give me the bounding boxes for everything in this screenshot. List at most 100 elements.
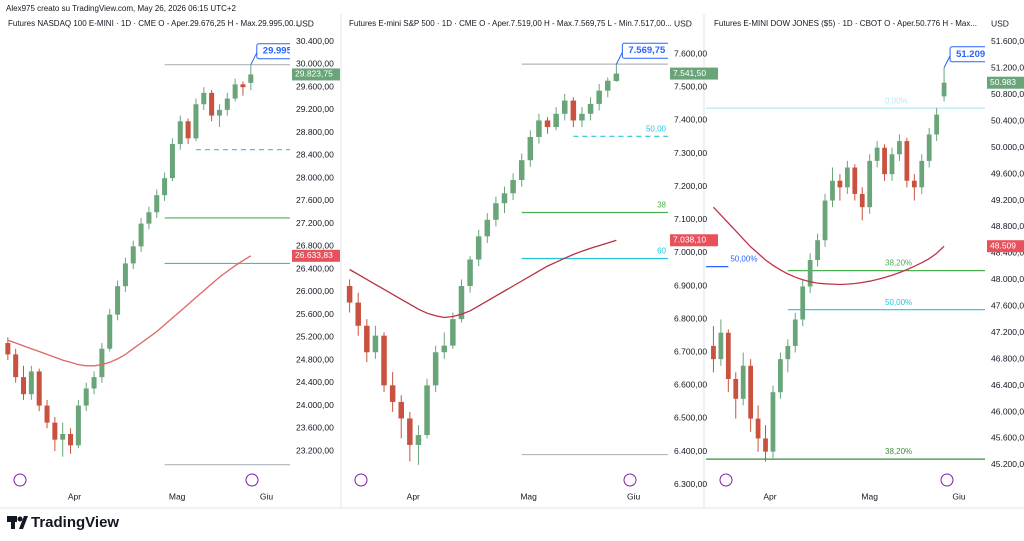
y-tick-label: 7.500,00 xyxy=(674,82,707,92)
candle-body xyxy=(467,259,473,287)
icon-circle xyxy=(719,473,733,487)
y-tick-label: 46.800,00 xyxy=(991,353,1024,363)
candle-body xyxy=(232,84,238,99)
x-tick-label: Apr xyxy=(68,491,81,501)
candle-body xyxy=(44,405,50,423)
candle-body xyxy=(122,263,128,287)
y-tick-label: 6.700,00 xyxy=(674,346,707,356)
candle-body xyxy=(711,345,716,360)
candle-body xyxy=(822,200,828,241)
x-tick-label: Mag xyxy=(520,491,537,501)
y-tick-label: 29.200,00 xyxy=(296,104,334,114)
candle-body xyxy=(733,378,739,399)
y-tick-label: 28.400,00 xyxy=(296,150,334,160)
candle-body xyxy=(185,121,191,139)
chart-header: Futures E-MINI DOW JONES ($5) · 1D · CBO… xyxy=(714,19,977,28)
candle-body xyxy=(755,418,761,439)
y-tick-label: 24.400,00 xyxy=(296,377,334,387)
y-tick-label: 27.200,00 xyxy=(296,218,334,228)
candle-body xyxy=(83,388,89,406)
y-tick-label: 28.800,00 xyxy=(296,127,334,137)
candle-body xyxy=(570,100,577,121)
candle-body xyxy=(130,246,136,264)
high-connector xyxy=(615,52,623,65)
y-tick-label: 6.600,00 xyxy=(674,380,707,390)
ma-tag xyxy=(670,234,718,247)
candle-body xyxy=(450,319,456,346)
brand-logo xyxy=(7,516,28,529)
y-tick-label: 28.000,00 xyxy=(296,172,334,182)
y-tick-label: 46.400,00 xyxy=(991,380,1024,390)
candle-body xyxy=(718,332,724,360)
candle-body xyxy=(941,82,947,97)
candle-body xyxy=(553,113,559,128)
replay-icon xyxy=(354,473,637,487)
y-tick-label: 6.400,00 xyxy=(674,446,707,456)
currency: USD xyxy=(991,18,1009,28)
candle-body xyxy=(162,178,168,196)
y-tick-label: 48.800,00 xyxy=(991,221,1024,231)
candle-body xyxy=(613,73,620,82)
candle-body xyxy=(60,433,66,440)
candle-body xyxy=(904,141,910,181)
candle-body xyxy=(475,236,482,260)
level-label: 50,00% xyxy=(730,255,757,264)
currency: USD xyxy=(296,18,314,28)
y-tick-label: 26.400,00 xyxy=(296,263,334,273)
x-tick-label: Giu xyxy=(627,491,641,501)
last-price-tag xyxy=(670,67,718,80)
candle-body xyxy=(389,385,396,402)
candle-body xyxy=(852,167,858,194)
icon-circle xyxy=(13,473,27,487)
currency: USD xyxy=(674,18,692,28)
candle-body xyxy=(209,92,215,116)
ma-tag xyxy=(987,240,1024,253)
icon-circle xyxy=(623,473,637,487)
ma-tag xyxy=(292,249,340,262)
x-tick-label: Giu xyxy=(260,491,274,501)
candle-body xyxy=(138,223,144,247)
candle-body xyxy=(874,147,880,161)
candle-body xyxy=(224,98,230,110)
candle-body xyxy=(201,92,207,105)
high-callout xyxy=(256,43,290,60)
candle-body xyxy=(364,325,370,353)
y-tick-label: 48.400,00 xyxy=(991,248,1024,258)
y-tick-label: 23.600,00 xyxy=(296,423,334,433)
level-label: 0,00% xyxy=(885,96,908,105)
candle-body xyxy=(68,433,74,446)
y-tick-label: 47.200,00 xyxy=(991,327,1024,337)
candle-body xyxy=(518,160,525,181)
y-tick-label: 6.500,00 xyxy=(674,413,707,423)
y-tick-label: 29.600,00 xyxy=(296,81,334,91)
moving-average xyxy=(349,239,617,319)
y-tick-label: 50.800,00 xyxy=(991,89,1024,99)
candle-body xyxy=(458,286,465,320)
candle-body xyxy=(882,147,887,175)
x-tick-label: Apr xyxy=(407,491,420,501)
candle-body xyxy=(815,240,820,261)
high-connector xyxy=(943,55,951,69)
high-callout xyxy=(621,42,668,59)
y-tick-label: 51.200,00 xyxy=(991,63,1024,73)
candle-body xyxy=(346,286,353,303)
candle-body xyxy=(432,352,439,386)
chart-panel: Futures E-MINI DOW JONES ($5) · 1D · CBO… xyxy=(706,18,1024,501)
x-tick-label: Apr xyxy=(763,491,776,501)
y-tick-label: 7.000,00 xyxy=(674,247,707,257)
last-price-tag xyxy=(292,68,340,81)
y-tick-label: 26.000,00 xyxy=(296,286,334,296)
candle-body xyxy=(169,144,175,179)
candle-body xyxy=(28,371,34,395)
level-label: 60 xyxy=(657,247,666,256)
candle-body xyxy=(5,343,11,355)
candle-body xyxy=(897,141,902,155)
moving-average xyxy=(712,206,945,286)
candle-body xyxy=(52,422,58,440)
y-tick-label: 7.100,00 xyxy=(674,214,707,224)
chart-header: Futures NASDAQ 100 E-MINI · 1D · CME O -… xyxy=(8,19,300,28)
y-tick-label: 25.600,00 xyxy=(296,309,334,319)
last-price-label: 50.983 xyxy=(990,77,1016,87)
x-tick-label: Mag xyxy=(169,491,186,501)
